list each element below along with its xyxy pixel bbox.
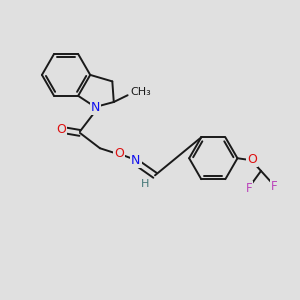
Text: O: O	[247, 153, 257, 166]
Text: F: F	[246, 182, 253, 195]
Text: H: H	[140, 178, 149, 189]
Text: O: O	[56, 124, 66, 136]
Text: O: O	[114, 147, 124, 160]
Text: F: F	[271, 180, 278, 193]
Text: N: N	[91, 100, 100, 113]
Text: CH₃: CH₃	[130, 87, 151, 97]
Text: N: N	[131, 154, 141, 166]
